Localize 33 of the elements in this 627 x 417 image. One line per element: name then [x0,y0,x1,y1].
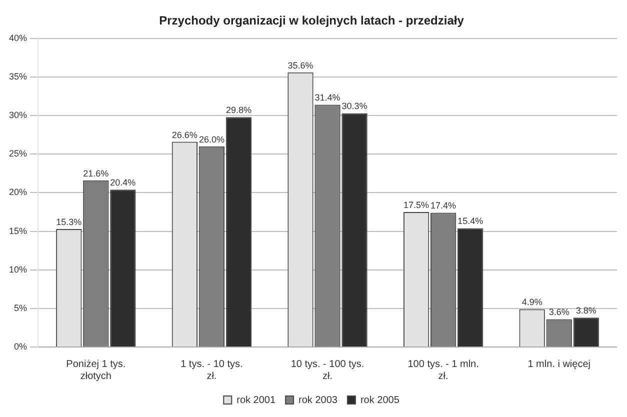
data-label: 29.8% [226,105,252,116]
data-label: 31.4% [314,92,340,103]
data-label: 17.4% [430,200,456,211]
legend-label: rok 2001 [236,394,276,406]
legend-label: rok 2003 [298,394,338,406]
data-label: 26.6% [172,130,198,140]
y-tick-label: 10% [9,264,28,274]
x-tick-label: 1 tys. - 10 tys. zł. [180,358,243,382]
data-label: 21.6% [83,168,109,178]
y-tick-label: 15% [9,226,28,236]
data-label: 15.4% [458,216,484,226]
x-tick-label: 100 tys. - 1 mln. zł. [408,358,479,382]
data-label: 30.3% [342,101,368,112]
data-label: 15.3% [56,216,82,227]
y-tick-label: 0% [14,341,28,352]
y-tick-label: 20% [9,187,28,198]
y-tick-label: 25% [9,148,28,159]
chart-title: Przychody organizacji w kolejnych latach - przedziały [159,14,464,28]
x-tick-label: 1 mln. i więcej [528,358,591,370]
data-label: 20.4% [110,178,136,188]
y-tick-label: 5% [14,302,28,313]
data-label: 17.5% [404,200,430,210]
data-label: 3.8% [576,306,596,316]
x-tick-label: 10 tys. - 100 tys. zł. [290,358,364,382]
data-label: 26.0% [198,134,224,144]
data-label: 4.9% [522,297,542,308]
x-tick-label: Poniżej 1 tys. złotych [66,358,126,382]
y-tick-label: 40% [9,32,28,43]
y-tick-label: 35% [9,71,28,82]
data-label: 35.6% [288,60,314,70]
data-label: 3.6% [548,307,570,318]
y-tick-label: 30% [9,110,28,120]
legend-label: rok 2005 [360,394,400,406]
